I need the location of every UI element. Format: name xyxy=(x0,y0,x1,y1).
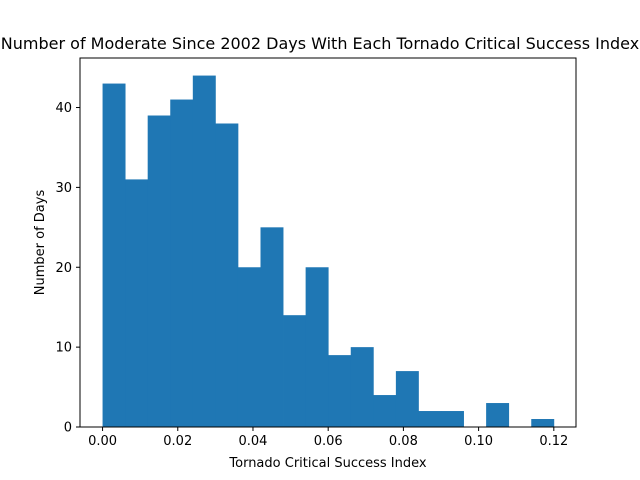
y-axis-label: Number of Days xyxy=(33,190,48,296)
histogram-bar xyxy=(486,403,510,427)
x-axis-ticks: 0.00 0.02 0.04 0.06 0.08 0.10 0.12 xyxy=(88,427,568,449)
histogram-bars xyxy=(102,75,555,428)
x-axis-label: Tornado Critical Success Index xyxy=(228,456,427,471)
histogram-bar xyxy=(441,411,464,427)
histogram-bar xyxy=(418,411,442,427)
x-tick-label: 0.04 xyxy=(239,434,268,449)
histogram-bar xyxy=(328,355,352,427)
histogram-bar xyxy=(283,315,307,427)
x-tick-label: 0.06 xyxy=(314,434,343,449)
histogram-bar xyxy=(125,179,149,427)
histogram-bar xyxy=(373,395,397,427)
chart-title: Number of Moderate Since 2002 Days With … xyxy=(1,34,639,53)
x-tick-label: 0.02 xyxy=(163,434,192,449)
histogram-bar xyxy=(102,83,126,427)
histogram-bar xyxy=(260,227,284,427)
y-tick-label: 10 xyxy=(55,341,72,356)
histogram-bar xyxy=(237,267,261,427)
histogram-bar xyxy=(305,267,329,427)
x-tick-label: 0.00 xyxy=(88,434,117,449)
histogram-bar xyxy=(531,419,555,427)
x-tick-label: 0.12 xyxy=(539,434,568,449)
y-tick-label: 20 xyxy=(55,261,72,276)
histogram-bar xyxy=(147,115,171,427)
histogram-bar xyxy=(395,371,419,427)
y-tick-label: 30 xyxy=(55,181,72,196)
y-tick-label: 0 xyxy=(64,421,72,436)
histogram-bar xyxy=(350,347,374,427)
x-tick-label: 0.10 xyxy=(464,434,493,449)
y-axis-ticks: 0 10 20 30 40 xyxy=(55,101,80,436)
histogram-bar xyxy=(170,99,194,427)
x-tick-label: 0.08 xyxy=(389,434,418,449)
histogram-bar xyxy=(192,75,216,428)
y-tick-label: 40 xyxy=(55,101,72,116)
histogram-bar xyxy=(215,123,239,428)
